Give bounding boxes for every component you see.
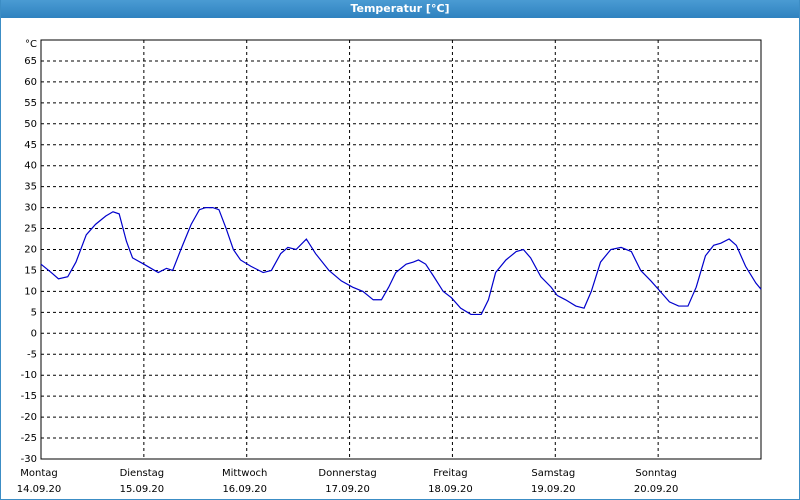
y-tick-label: 20 bbox=[24, 245, 37, 256]
x-tick-date: 14.09.20 bbox=[17, 484, 62, 495]
y-unit-label: °C bbox=[25, 39, 37, 50]
y-tick-label: 55 bbox=[24, 98, 37, 109]
x-tick-label: Mittwoch bbox=[222, 468, 267, 479]
temperature-line bbox=[40, 207, 762, 316]
x-tick-label: Sonntag bbox=[635, 468, 677, 479]
y-tick-label: 25 bbox=[24, 224, 37, 235]
y-tick-label: 50 bbox=[24, 119, 37, 130]
x-tick-date: 18.09.20 bbox=[428, 484, 473, 495]
y-tick-label: -20 bbox=[21, 412, 37, 423]
title-bar: Temperatur [°C] bbox=[1, 0, 799, 18]
x-tick-date: 20.09.20 bbox=[634, 484, 679, 495]
y-tick-label: 40 bbox=[24, 161, 37, 172]
y-tick-label: -10 bbox=[21, 370, 37, 381]
y-tick-label: 15 bbox=[24, 265, 37, 276]
x-tick-date: 15.09.20 bbox=[120, 484, 165, 495]
y-tick-label: 0 bbox=[31, 328, 37, 339]
y-tick-label: -30 bbox=[21, 454, 37, 465]
x-tick-date: 16.09.20 bbox=[222, 484, 267, 495]
x-tick-date: 17.09.20 bbox=[325, 484, 370, 495]
y-tick-label: 35 bbox=[24, 182, 37, 193]
y-tick-label: 10 bbox=[24, 286, 37, 297]
x-tick-label: Samstag bbox=[531, 468, 575, 479]
y-tick-label: 60 bbox=[24, 77, 37, 88]
x-tick-label: Dienstag bbox=[120, 468, 165, 479]
y-tick-label: 65 bbox=[24, 56, 37, 67]
y-tick-label: -5 bbox=[27, 349, 37, 360]
y-tick-label: 30 bbox=[24, 203, 37, 214]
x-tick-label: Freitag bbox=[433, 468, 467, 479]
y-tick-label: -25 bbox=[21, 433, 37, 444]
x-tick-label: Montag bbox=[20, 468, 57, 479]
x-tick-date: 19.09.20 bbox=[531, 484, 576, 495]
y-tick-label: -15 bbox=[21, 391, 37, 402]
y-tick-label: 45 bbox=[24, 140, 37, 151]
x-tick-label: Donnerstag bbox=[318, 468, 376, 479]
y-tick-label: 5 bbox=[31, 307, 37, 318]
